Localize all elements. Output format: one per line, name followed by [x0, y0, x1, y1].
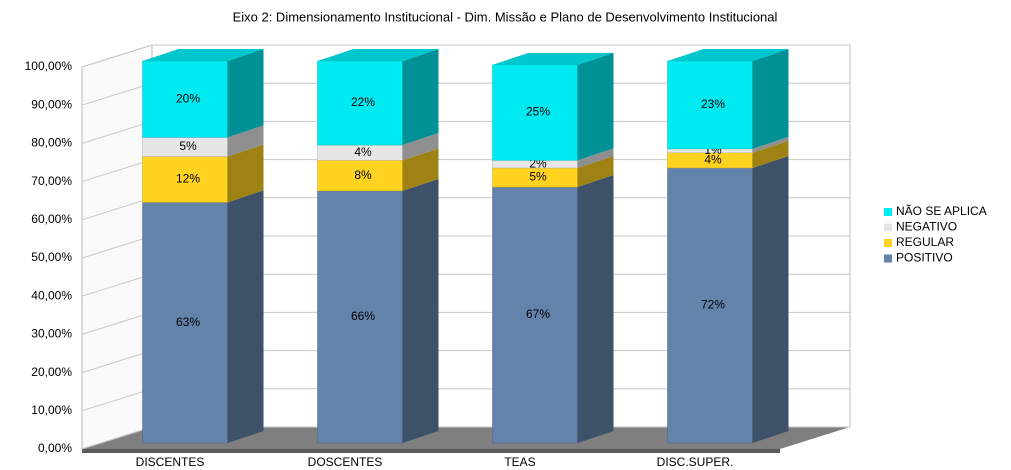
- grid-line: [81, 197, 153, 221]
- x-tick-label: DISC.SUPER.: [657, 455, 734, 469]
- y-tick-label: 70,00%: [31, 174, 72, 188]
- bar-top: [667, 49, 789, 61]
- bar-segment: [317, 60, 403, 146]
- grid-line: [81, 159, 153, 183]
- data-label: 5%: [529, 170, 547, 184]
- bar-side: [227, 125, 264, 157]
- data-label: 22%: [351, 95, 375, 109]
- legend-label: NEGATIVO: [896, 220, 957, 234]
- bar-side: [402, 49, 439, 146]
- y-tick-label: 80,00%: [31, 136, 72, 150]
- data-label: 67%: [526, 307, 550, 321]
- floor: [82, 427, 850, 449]
- grid-line: [81, 82, 153, 106]
- bar-segment: [317, 160, 403, 192]
- x-tick-label: DOSCENTES: [308, 455, 383, 469]
- bar-segment: [667, 60, 753, 150]
- bar-side: [402, 148, 439, 191]
- bar-side: [577, 175, 614, 443]
- bar-segment: [492, 64, 578, 161]
- bar-side: [227, 49, 264, 138]
- legend-label: REGULAR: [896, 235, 954, 249]
- bar-side: [752, 155, 789, 443]
- bar-segment: [142, 202, 228, 444]
- bar-side: [752, 49, 789, 149]
- grid-line: [81, 311, 153, 335]
- grid-line: [81, 426, 153, 450]
- y-tick-label: 50,00%: [31, 250, 72, 264]
- y-tick-label: 30,00%: [31, 327, 72, 341]
- data-label: 12%: [176, 172, 200, 186]
- data-label: 63%: [176, 315, 200, 329]
- bar-segment: [317, 190, 403, 444]
- legend-label: POSITIVO: [896, 251, 953, 265]
- x-tick-label: TEAS: [504, 455, 535, 469]
- data-label: 23%: [701, 97, 725, 111]
- bar-top: [317, 49, 439, 61]
- y-tick-label: 90,00%: [31, 97, 72, 111]
- data-label: 5%: [179, 139, 197, 153]
- bar-side: [577, 155, 614, 188]
- grid-line: [81, 388, 153, 412]
- y-tick-label: 40,00%: [31, 288, 72, 302]
- bar-segment: [667, 167, 753, 444]
- data-label: 25%: [526, 105, 550, 119]
- legend-swatch: [884, 223, 892, 232]
- data-label: 20%: [176, 91, 200, 105]
- chart-title: Eixo 2: Dimensionamento Institucional - …: [233, 9, 778, 24]
- grid-line: [81, 44, 153, 68]
- bar-top: [142, 49, 264, 61]
- bar-segment: [142, 60, 228, 138]
- data-label: 4%: [354, 145, 372, 159]
- x-tick-label: DISCENTES: [136, 455, 205, 469]
- grid-line: [81, 120, 153, 144]
- data-label: 72%: [701, 298, 725, 312]
- bar-side: [402, 133, 439, 161]
- bar-side: [402, 178, 439, 443]
- bar-side: [577, 52, 614, 161]
- legend-swatch: [884, 239, 892, 247]
- legend-swatch: [884, 208, 892, 216]
- bar-segment: [492, 186, 578, 444]
- grid-line: [81, 350, 153, 374]
- y-tick-label: 60,00%: [31, 212, 72, 226]
- bar-top: [492, 52, 614, 65]
- bar-side: [752, 136, 789, 153]
- grid-line: [81, 235, 153, 259]
- y-tick-label: 0,00%: [38, 441, 72, 455]
- floor-edge: [82, 449, 780, 453]
- legend-swatch: [884, 254, 892, 263]
- grid-line: [81, 273, 153, 297]
- bar-side: [752, 140, 789, 168]
- bar-side: [577, 148, 614, 168]
- bar-side: [227, 144, 264, 203]
- data-label: 8%: [354, 168, 372, 182]
- y-tick-label: 10,00%: [31, 403, 72, 417]
- y-tick-label: 20,00%: [31, 365, 72, 379]
- legend-label: NÃO SE APLICA: [896, 204, 987, 218]
- y-tick-label: 100,00%: [25, 59, 73, 73]
- bar-side: [227, 190, 264, 443]
- data-label: 66%: [351, 309, 375, 323]
- data-label: 4%: [704, 152, 722, 166]
